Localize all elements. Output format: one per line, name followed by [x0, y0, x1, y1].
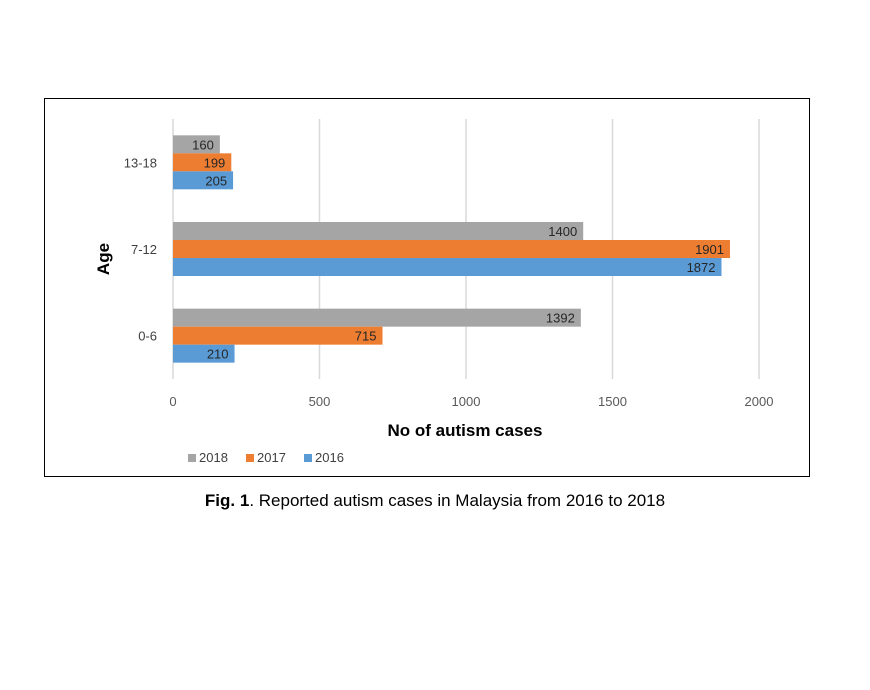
y-tick-label: 7-12 — [131, 242, 157, 257]
bar-2017-7-12 — [173, 240, 730, 258]
bar-2018-7-12 — [173, 222, 584, 240]
x-tick-label: 1500 — [598, 394, 627, 409]
x-tick-label: 1000 — [452, 394, 481, 409]
bar-2018-13-18 — [173, 135, 220, 154]
bar-2018-0-6 — [173, 308, 581, 327]
x-tick-label: 2000 — [745, 394, 774, 409]
data-label: 715 — [355, 329, 377, 344]
bar-chart: 0 500 1000 1500 2000 0-6 1392 715 210 7-12 1400 190… — [94, 119, 774, 465]
legend-label: 2017 — [257, 450, 286, 465]
bar-2017-13-18 — [173, 153, 232, 172]
y-axis-title: Age — [94, 243, 113, 275]
x-axis-title: No of autism cases — [388, 421, 543, 440]
y-tick-label: 0-6 — [138, 329, 157, 344]
data-label: 1400 — [548, 224, 577, 239]
bar-2016-0-6 — [173, 344, 235, 363]
data-label: 205 — [205, 173, 227, 188]
legend-swatch-2018 — [188, 454, 196, 462]
data-label: 1901 — [695, 242, 724, 257]
caption-label: Fig. 1 — [204, 491, 250, 510]
data-label: 160 — [192, 137, 214, 152]
caption-text: . Reported autism cases in Malaysia from… — [249, 491, 666, 510]
chart-frame: 0 500 1000 1500 2000 0-6 1392 715 210 7-12 1400 190… — [44, 98, 810, 477]
bar-2016-13-18 — [173, 171, 234, 190]
legend-label: 2016 — [315, 450, 344, 465]
legend-swatch-2016 — [304, 454, 312, 462]
bar-2017-0-6 — [173, 326, 383, 345]
data-label: 199 — [204, 155, 226, 170]
y-tick-label: 13-18 — [124, 155, 157, 170]
data-label: 210 — [207, 347, 229, 362]
data-label: 1872 — [687, 260, 716, 275]
x-tick-label: 0 — [169, 394, 176, 409]
x-tick-label: 500 — [309, 394, 331, 409]
figure-caption: Fig. 1. Reported autism cases in Malaysi… — [0, 491, 870, 511]
bar-2016-7-12 — [173, 258, 722, 276]
legend-swatch-2017 — [246, 454, 254, 462]
data-label: 1392 — [546, 311, 575, 326]
legend-label: 2018 — [199, 450, 228, 465]
